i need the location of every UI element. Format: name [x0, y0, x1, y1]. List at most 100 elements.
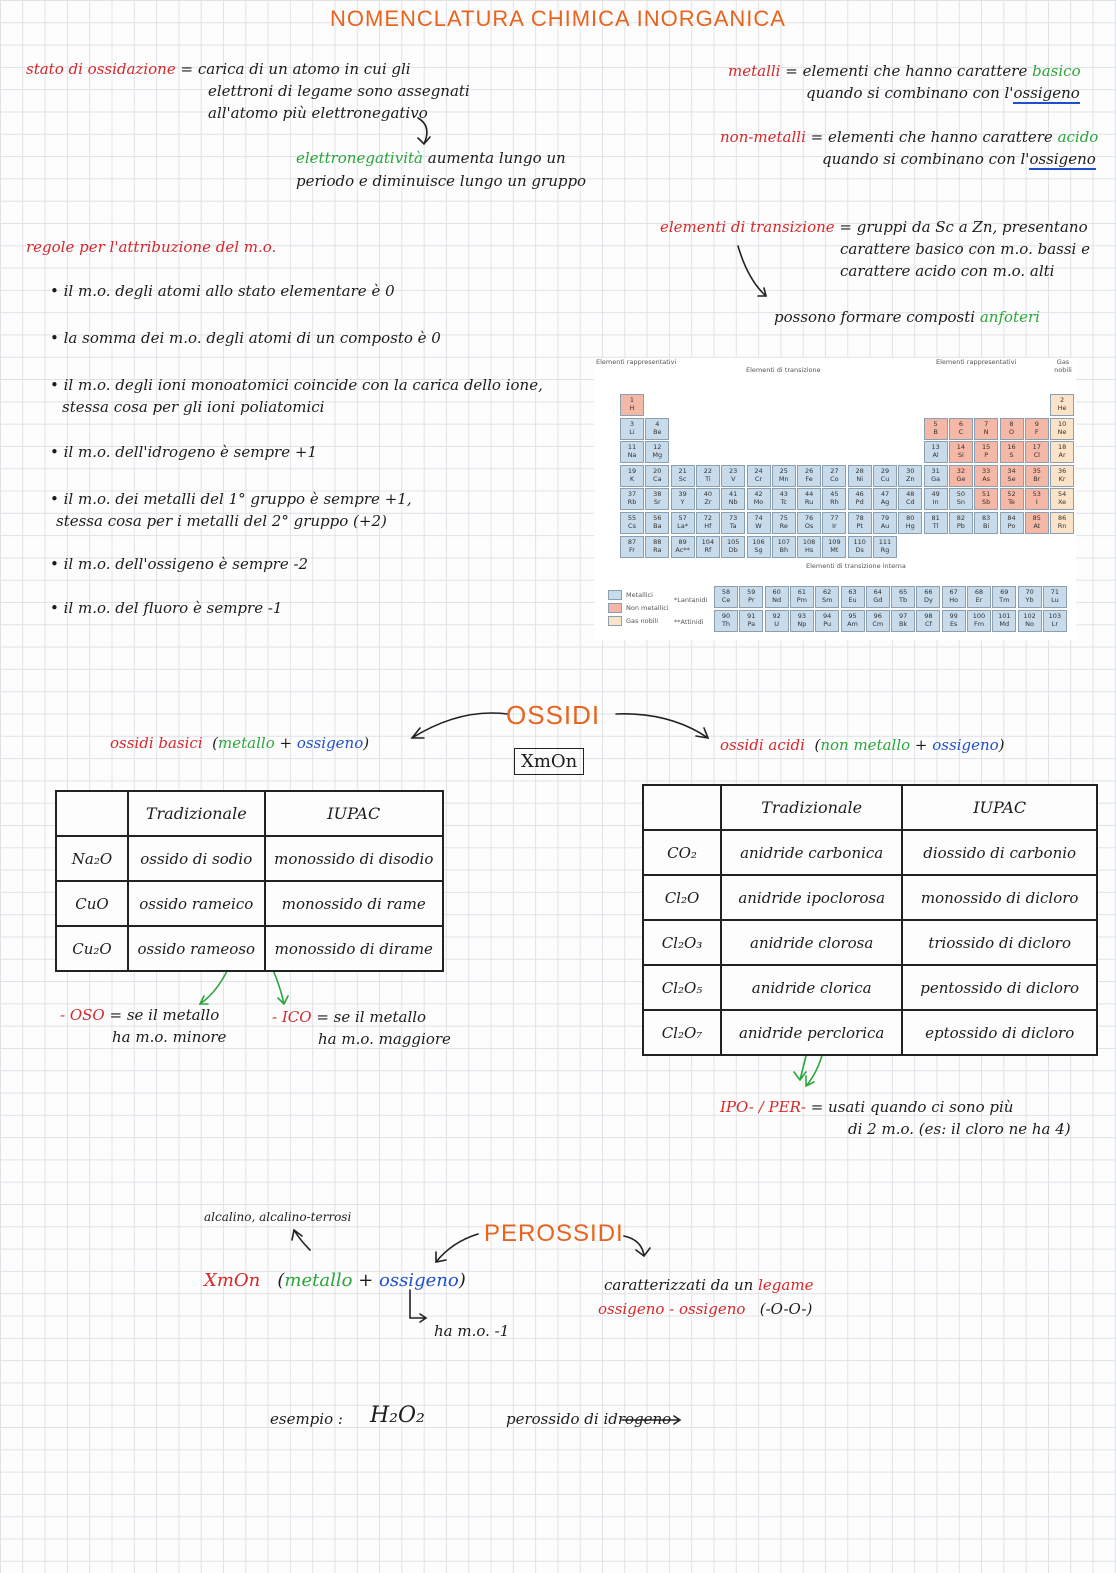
element-cell: 62 Sm — [815, 586, 840, 608]
nonmetals-definition: non-metalli = elementi che hanno caratte… — [720, 126, 1098, 148]
peroxides-bond-word: legame — [758, 1276, 814, 1294]
basic-oxides-metal: metallo — [218, 734, 275, 752]
ico-rest-2: ha m.o. maggiore — [318, 1030, 451, 1048]
element-cell: 58 Ce — [714, 586, 738, 608]
pt-inner-transition: Elementi di transizione interna — [806, 562, 906, 570]
element-cell: 43 Tc — [771, 488, 796, 511]
element-cell: 2 He — [1050, 394, 1075, 416]
metals-oxygen: ossigeno — [1013, 84, 1080, 104]
element-cell: 45 Rh — [822, 488, 847, 511]
element-cell: 66 Dy — [916, 586, 941, 608]
element-cell: 91 Pa — [739, 610, 764, 632]
formula-cell: Cl₂O — [642, 874, 722, 921]
element-cell: 70 Yb — [1017, 586, 1042, 608]
element-cell: 81 Tl — [923, 512, 948, 534]
table-row: Na₂O ossido di sodio monossido di disodi… — [55, 835, 445, 882]
nonmetals-def-2-text: quando si combinano con l' — [822, 150, 1030, 168]
periodic-table-image: Elementi rappresentativi Elementi di tra… — [594, 358, 1076, 640]
element-cell: 13 Al — [923, 441, 948, 464]
element-cell: 40 Zr — [695, 488, 720, 511]
iupac-cell: monossido di dicloro — [901, 874, 1098, 921]
table-row: Cl₂O anidride ipoclorosa monossido di di… — [642, 874, 1098, 921]
metals-term: metalli — [728, 62, 781, 80]
element-cell: 93 Np — [789, 610, 814, 632]
iupac-cell: monossido di dirame — [263, 925, 445, 972]
element-cell: 53 I — [1024, 488, 1049, 511]
traditional-cell: anidride perclorica — [719, 1009, 904, 1056]
element-cell: 106 Sg — [746, 535, 771, 558]
element-cell: 76 Os — [797, 512, 822, 534]
peroxides-oo: ossigeno - ossigeno — [598, 1300, 746, 1318]
table-row: CuO ossido rameico monossido di rame — [55, 880, 445, 927]
element-cell: 86 Rn — [1050, 512, 1075, 534]
element-cell: 17 Cl — [1024, 441, 1049, 464]
acid-oxides-nonmetal: non metallo — [820, 736, 911, 754]
transition-def-3: carattere acido con m.o. alti — [840, 262, 1055, 280]
element-cell: 72 Hf — [695, 512, 720, 534]
element-cell: 57 La* — [670, 512, 695, 534]
formula-cell: CuO — [55, 880, 129, 927]
rule-4: • il m.o. dell'idrogeno è sempre +1 — [50, 443, 317, 461]
element-cell: 8 O — [999, 417, 1024, 440]
element-cell: 50 Sn — [948, 488, 973, 511]
basic-oxides-table: Tradizionale IUPAC Na₂O ossido di sodio … — [55, 790, 445, 972]
col-traditional: Tradizionale — [127, 790, 266, 837]
metals-definition: metalli = elementi che hanno carattere b… — [728, 60, 1081, 82]
element-cell: 75 Re — [771, 512, 796, 534]
element-cell: 102 No — [1017, 610, 1042, 632]
rule-3: • il m.o. degli ioni monoatomici coincid… — [50, 376, 543, 394]
oxidation-def-1: = carica di un atomo in cui gli — [180, 60, 411, 78]
element-cell: 5 B — [923, 417, 948, 440]
element-cell: 74 W — [746, 512, 771, 534]
element-cell: 110 Ds — [847, 535, 872, 558]
element-cell: 26 Fe — [797, 464, 822, 487]
nonmetals-def-1: = elementi che hanno carattere — [810, 128, 1053, 146]
element-cell: 30 Zn — [898, 464, 923, 487]
ipo-per-note: IPO- / PER- = usati quando ci sono più — [720, 1096, 1013, 1118]
element-cell: 101 Md — [992, 610, 1017, 632]
nonmetals-oxygen: ossigeno — [1029, 150, 1096, 170]
element-cell: 85 At — [1024, 512, 1049, 534]
element-cell: 31 Ga — [923, 464, 948, 487]
rule-5b: stessa cosa per i metalli del 2° gruppo … — [56, 512, 387, 530]
element-cell: 77 Ir — [822, 512, 847, 534]
formula-cell: CO₂ — [642, 829, 722, 876]
rule-5: • il m.o. dei metalli del 1° gruppo è se… — [50, 490, 412, 508]
peroxides-char-text: caratterizzati da un — [604, 1276, 754, 1294]
peroxides-oxygen: ossigeno — [379, 1270, 459, 1291]
example-label: esempio : — [270, 1410, 343, 1428]
element-cell: 11 Na — [620, 441, 644, 464]
transition-def-1: = gruppi da Sc a Zn, presentano — [839, 218, 1088, 236]
element-cell: 42 Mo — [746, 488, 771, 511]
oxides-formula: XmOn — [514, 748, 585, 775]
ico-rest-1: = se il metallo — [316, 1008, 427, 1026]
element-cell: 60 Nd — [764, 586, 789, 608]
oso-tag: - OSO — [60, 1006, 105, 1024]
ico-note: - ICO = se il metallo — [272, 1006, 426, 1028]
element-cell: 111 Rg — [873, 535, 897, 558]
basic-oxides-label: ossidi basici (metallo + ossigeno) — [110, 734, 370, 752]
element-cell: 104 Rf — [695, 535, 720, 558]
element-cell: 103 Lr — [1042, 610, 1067, 632]
transition-definition: elementi di transizione = gruppi da Sc a… — [660, 216, 1088, 238]
metals-def-1: = elementi che hanno carattere — [785, 62, 1028, 80]
peroxides-mo-note: ha m.o. -1 — [434, 1322, 510, 1340]
example-name: perossido di idrogeno — [506, 1410, 672, 1428]
nonmetals-term: non-metalli — [720, 128, 806, 146]
element-cell: 92 U — [764, 610, 789, 632]
element-cell: 9 F — [1024, 417, 1049, 440]
element-cell: 15 P — [974, 441, 999, 464]
element-cell: 28 Ni — [847, 464, 872, 487]
element-cell: 4 Be — [645, 417, 670, 440]
formula-cell: Na₂O — [55, 835, 129, 882]
pt-header-left: Elementi rappresentativi — [596, 358, 677, 366]
element-cell: 49 In — [923, 488, 948, 511]
basic-oxides-term: ossidi basici — [110, 734, 203, 752]
element-cell: 7 N — [974, 417, 999, 440]
element-cell: 34 Se — [999, 464, 1024, 487]
table-header-row: Tradizionale IUPAC — [642, 784, 1098, 831]
pt-lanthanides: *Lantanidi — [674, 596, 708, 604]
element-cell: 97 Bk — [891, 610, 916, 632]
element-cell: 21 Sc — [670, 464, 695, 487]
